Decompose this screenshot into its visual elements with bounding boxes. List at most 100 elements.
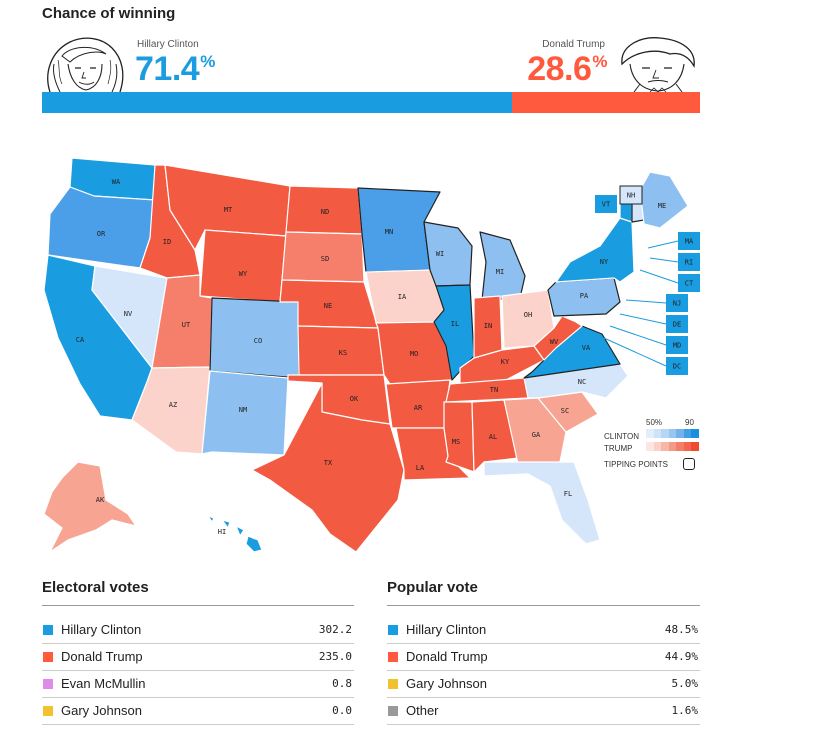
state-or[interactable] bbox=[47, 186, 156, 269]
clinton-portrait-icon bbox=[47, 37, 124, 92]
electoral-title: Electoral votes bbox=[42, 579, 149, 596]
state-label-md: MD bbox=[673, 342, 681, 350]
electoral-divider bbox=[42, 605, 354, 606]
state-label-mt: MT bbox=[224, 206, 233, 214]
state-ri-leader bbox=[649, 257, 679, 263]
candidate-value: 44.9% bbox=[664, 650, 698, 663]
state-label-ky: KY bbox=[501, 358, 510, 366]
state-box-ct[interactable] bbox=[678, 274, 700, 292]
candidate-swatch bbox=[388, 705, 398, 716]
legend-swatch bbox=[676, 429, 684, 438]
state-nj-leader bbox=[625, 299, 667, 304]
state-tx[interactable] bbox=[251, 382, 405, 553]
legend-swatch bbox=[691, 442, 699, 451]
legend-swatch bbox=[668, 442, 676, 451]
state-label-ct: CT bbox=[685, 280, 694, 288]
table-row: Gary Johnson 0.0 bbox=[42, 697, 354, 725]
candidate-name: Evan McMullin bbox=[61, 676, 146, 691]
popular-divider bbox=[387, 605, 700, 606]
state-label-nd: ND bbox=[321, 208, 329, 216]
candidate-swatch bbox=[388, 651, 398, 662]
table-row: Gary Johnson 5.0% bbox=[387, 670, 700, 698]
state-nm[interactable] bbox=[201, 370, 289, 456]
state-label-dc: DC bbox=[673, 363, 681, 371]
legend-swatch bbox=[646, 429, 654, 438]
state-label-mi: MI bbox=[496, 268, 504, 276]
state-box-ri[interactable] bbox=[678, 253, 700, 271]
state-label-ny: NY bbox=[600, 258, 609, 266]
trump-name: Donald Trump bbox=[542, 39, 605, 50]
state-box-nj[interactable] bbox=[666, 294, 688, 312]
state-box-nh[interactable] bbox=[619, 185, 643, 205]
state-wy[interactable] bbox=[199, 229, 287, 303]
state-label-pa: PA bbox=[580, 292, 589, 300]
candidate-name: Donald Trump bbox=[61, 649, 143, 664]
state-box-de[interactable] bbox=[666, 315, 688, 333]
state-label-de: DE bbox=[673, 321, 681, 329]
state-label-mn: MN bbox=[385, 228, 393, 236]
trump-portrait-icon bbox=[621, 37, 695, 92]
popular-title: Popular vote bbox=[387, 579, 478, 596]
state-me[interactable] bbox=[639, 171, 689, 229]
legend-trump-label: TRUMP bbox=[604, 444, 633, 453]
us-forecast-map: VT NH MA RI CT NJ DE MD DC WA OR CA NV ID MT WY UT AZ CO N… bbox=[43, 157, 700, 553]
state-fl[interactable] bbox=[483, 461, 601, 545]
state-label-nm: NM bbox=[239, 406, 247, 414]
state-label-in: IN bbox=[484, 322, 492, 330]
state-label-ri: RI bbox=[685, 259, 693, 267]
state-hi[interactable] bbox=[207, 515, 263, 553]
legend-swatch bbox=[661, 429, 669, 438]
table-row: Donald Trump 44.9% bbox=[387, 643, 700, 671]
state-label-tx: TX bbox=[324, 459, 333, 467]
candidate-value: 0.0 bbox=[332, 704, 352, 717]
state-label-fl: FL bbox=[564, 490, 572, 498]
state-label-tn: TN bbox=[490, 386, 498, 394]
state-box-dc[interactable] bbox=[666, 357, 688, 375]
state-label-ut: UT bbox=[182, 321, 191, 329]
state-label-co: CO bbox=[254, 337, 262, 345]
state-box-vt[interactable] bbox=[595, 195, 617, 213]
state-box-ma[interactable] bbox=[678, 232, 700, 250]
legend-high: 90 bbox=[685, 418, 694, 427]
clinton-chance: 71.4% bbox=[135, 50, 215, 88]
legend-clinton-label: CLINTON bbox=[604, 432, 639, 441]
state-label-ca: CA bbox=[76, 336, 85, 344]
candidate-value: 0.8 bbox=[332, 677, 352, 690]
state-mi[interactable] bbox=[479, 231, 526, 301]
state-ak[interactable] bbox=[43, 461, 137, 553]
state-label-ks: KS bbox=[339, 349, 347, 357]
candidate-name: Gary Johnson bbox=[61, 703, 142, 718]
chance-bar bbox=[42, 92, 700, 113]
state-label-la: LA bbox=[416, 464, 425, 472]
candidate-swatch bbox=[43, 705, 53, 716]
candidate-name: Donald Trump bbox=[406, 649, 488, 664]
state-label-me: ME bbox=[658, 202, 666, 210]
state-box-md[interactable] bbox=[666, 336, 688, 354]
state-ms[interactable] bbox=[443, 401, 475, 473]
state-label-nh: NH bbox=[627, 192, 635, 200]
legend-swatch bbox=[683, 429, 691, 438]
candidate-value: 1.6% bbox=[671, 704, 699, 717]
legend-swatch bbox=[676, 442, 684, 451]
state-label-ma: MA bbox=[685, 238, 694, 246]
state-de-leader bbox=[619, 313, 667, 325]
candidate-name: Hillary Clinton bbox=[406, 622, 487, 637]
state-label-sc: SC bbox=[561, 407, 569, 415]
candidate-value: 5.0% bbox=[671, 677, 699, 690]
state-il[interactable] bbox=[433, 284, 475, 381]
legend-swatch bbox=[646, 442, 654, 451]
state-label-ga: GA bbox=[532, 431, 541, 439]
state-al[interactable] bbox=[471, 399, 519, 473]
state-label-mo: MO bbox=[410, 350, 418, 358]
state-wv[interactable] bbox=[533, 315, 583, 361]
state-label-nv: NV bbox=[124, 310, 133, 318]
state-ny[interactable] bbox=[555, 217, 635, 283]
state-label-ar: AR bbox=[414, 404, 423, 412]
table-row: Donald Trump 235.0 bbox=[42, 643, 354, 671]
state-label-hi: HI bbox=[218, 528, 226, 536]
state-label-id: ID bbox=[163, 238, 171, 246]
state-ma-leader bbox=[647, 240, 679, 249]
trump-chance: 28.6% bbox=[527, 50, 607, 88]
candidate-name: Other bbox=[406, 703, 439, 718]
state-nc[interactable] bbox=[523, 363, 629, 399]
